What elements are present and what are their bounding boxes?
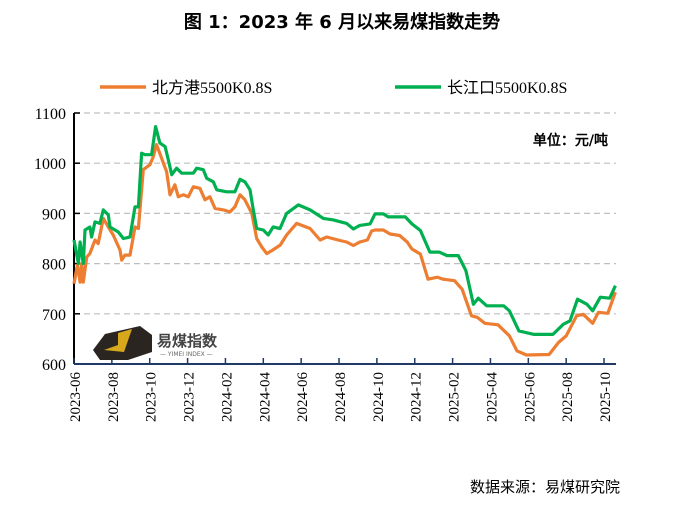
x-tick-label: 2024-02: [219, 372, 235, 422]
legend-label: 北方港5500K0.8S: [152, 79, 272, 97]
x-tick-label: 2023-08: [106, 372, 122, 422]
x-tick-label: 2024-10: [371, 372, 387, 422]
yimei-logo-watermark: 易煤指数— YIMEI INDEX —: [93, 326, 218, 360]
x-tick-label: 2025-04: [484, 372, 500, 422]
y-tick-label: 1000: [34, 156, 66, 173]
x-tick-label: 2023-10: [144, 372, 160, 422]
logo-subtext: — YIMEI INDEX —: [160, 351, 213, 358]
figure-title: 图 1：2023 年 6 月以来易煤指数走势: [183, 12, 501, 33]
x-tick-label: 2024-12: [409, 372, 425, 422]
y-tick-label: 700: [42, 307, 66, 324]
y-tick-label: 600: [42, 357, 66, 374]
source-note: 数据来源：易煤研究院: [469, 478, 620, 496]
legend-label: 长江口5500K0.8S: [447, 79, 567, 97]
x-tick-label: 2025-10: [598, 372, 614, 422]
y-tick-label: 1100: [35, 106, 66, 123]
x-tick-label: 2024-04: [257, 372, 273, 422]
x-tick-label: 2023-12: [182, 372, 198, 422]
x-tick-label: 2024-08: [333, 372, 349, 422]
y-tick-label: 800: [42, 257, 66, 274]
unit-label: 单位：元/吨: [533, 132, 608, 149]
logo-mark-icon: [104, 329, 132, 352]
x-tick-label: 2025-02: [447, 372, 463, 422]
x-tick-label: 2023-06: [68, 372, 84, 422]
logo-text: 易煤指数: [157, 332, 218, 350]
x-tick-label: 2025-08: [560, 372, 576, 422]
series-line-beifanggang: [72, 143, 617, 357]
x-tick-label: 2024-06: [295, 372, 311, 422]
y-tick-label: 900: [42, 206, 66, 223]
series-line-changjiangkou: [72, 125, 617, 336]
x-tick-label: 2025-06: [522, 372, 538, 422]
